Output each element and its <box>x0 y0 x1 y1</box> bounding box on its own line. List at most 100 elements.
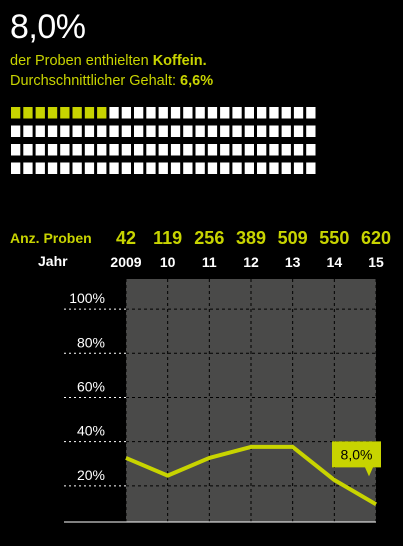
waffle-cell <box>269 125 279 137</box>
waffle-cell <box>158 125 168 137</box>
waffle-cell <box>244 144 254 156</box>
year-tick-label: 12 <box>243 254 259 270</box>
caffeine-percentage: 8,0% <box>10 8 86 46</box>
sample-count-label: 389 <box>236 228 266 248</box>
waffle-cell-highlighted <box>35 107 45 119</box>
waffle-cell <box>220 162 230 174</box>
waffle-cell <box>134 144 144 156</box>
waffle-cell <box>183 125 193 137</box>
headline-line-2: Durchschnittlicher Gehalt: 6,6% <box>10 73 213 89</box>
waffle-cell <box>60 162 70 174</box>
waffle-cell <box>207 125 218 137</box>
waffle-cell <box>121 107 131 119</box>
waffle-cell <box>60 144 70 156</box>
y-tick-label: 80% <box>77 334 105 350</box>
waffle-cell <box>281 162 291 174</box>
waffle-cell-highlighted <box>97 107 107 119</box>
waffle-cell <box>47 125 58 137</box>
waffle-cell <box>232 107 242 119</box>
headline-line-1: der Proben enthielten Koffein. <box>10 53 207 69</box>
waffle-cell-highlighted <box>47 107 58 119</box>
waffle-cell <box>293 162 304 174</box>
year-tick-label: 10 <box>160 254 176 270</box>
y-tick-label: 100% <box>69 290 105 306</box>
waffle-cell <box>72 144 82 156</box>
waffle-cell <box>134 125 144 137</box>
waffle-cell <box>134 162 144 174</box>
waffle-cell <box>207 144 218 156</box>
waffle-cell <box>35 144 45 156</box>
waffle-cell <box>109 107 119 119</box>
year-tick-label: 14 <box>327 254 343 270</box>
waffle-cell <box>183 107 193 119</box>
waffle-cell <box>183 144 193 156</box>
waffle-cell <box>257 162 267 174</box>
waffle-cell <box>244 125 254 137</box>
waffle-cell <box>170 162 181 174</box>
waffle-cell <box>84 125 95 137</box>
waffle-cell <box>207 162 218 174</box>
waffle-cell <box>257 107 267 119</box>
waffle-cell <box>72 162 82 174</box>
waffle-cell <box>195 162 205 174</box>
waffle-cell-highlighted <box>72 107 82 119</box>
waffle-cell <box>306 125 316 137</box>
waffle-cell <box>146 125 156 137</box>
waffle-cell <box>158 107 168 119</box>
waffle-cell <box>293 107 304 119</box>
waffle-cell <box>257 144 267 156</box>
year-tick-label: 2009 <box>110 254 141 270</box>
waffle-cell <box>183 162 193 174</box>
waffle-cell <box>232 125 242 137</box>
waffle-cell <box>195 125 205 137</box>
sample-count-label: 119 <box>153 228 182 248</box>
waffle-cell <box>158 162 168 174</box>
y-tick-label: 40% <box>77 423 105 439</box>
waffle-cell <box>232 144 242 156</box>
sample-count-label: 42 <box>116 228 136 248</box>
line-chart: Anz. Proben Jahr 42 119 256 389 509 550 620 2009 1… <box>10 228 391 523</box>
waffle-cell <box>47 162 58 174</box>
waffle-cell <box>306 144 316 156</box>
waffle-cell <box>220 125 230 137</box>
waffle-cell <box>47 144 58 156</box>
waffle-cell <box>134 107 144 119</box>
waffle-cell <box>170 125 181 137</box>
waffle-cell <box>97 144 107 156</box>
waffle-cell <box>269 107 279 119</box>
waffle-cell <box>146 144 156 156</box>
waffle-cell <box>244 162 254 174</box>
waffle-cell <box>281 144 291 156</box>
waffle-cell <box>121 125 131 137</box>
sample-count-label: 256 <box>194 228 224 248</box>
waffle-cell <box>23 125 33 137</box>
waffle-cell <box>109 144 119 156</box>
waffle-cell <box>35 162 45 174</box>
waffle-cell <box>269 162 279 174</box>
waffle-cell <box>220 107 230 119</box>
waffle-cell <box>170 144 181 156</box>
waffle-cell <box>97 125 107 137</box>
waffle-cell <box>121 162 131 174</box>
waffle-cell <box>84 144 95 156</box>
y-tick-label: 60% <box>77 378 105 394</box>
waffle-cell <box>195 107 205 119</box>
waffle-cell <box>306 162 316 174</box>
waffle-cell-highlighted <box>11 107 21 119</box>
waffle-cell <box>109 125 119 137</box>
waffle-cell <box>60 125 70 137</box>
sample-count-label: 509 <box>278 228 308 248</box>
waffle-cell <box>170 107 181 119</box>
waffle-cell <box>269 144 279 156</box>
year-tick-label: 13 <box>285 254 301 270</box>
waffle-cell <box>23 144 33 156</box>
waffle-cell <box>281 125 291 137</box>
waffle-cell <box>109 162 119 174</box>
headline-line-2-text: Durchschnittlicher Gehalt: <box>10 73 181 89</box>
headline-line-2-highlight: 6,6% <box>180 73 214 89</box>
waffle-cell <box>220 144 230 156</box>
year-tick-label: 11 <box>202 254 217 270</box>
annotation-label: 8,0% <box>341 446 373 462</box>
waffle-cell <box>293 125 304 137</box>
waffle-cell <box>207 107 218 119</box>
